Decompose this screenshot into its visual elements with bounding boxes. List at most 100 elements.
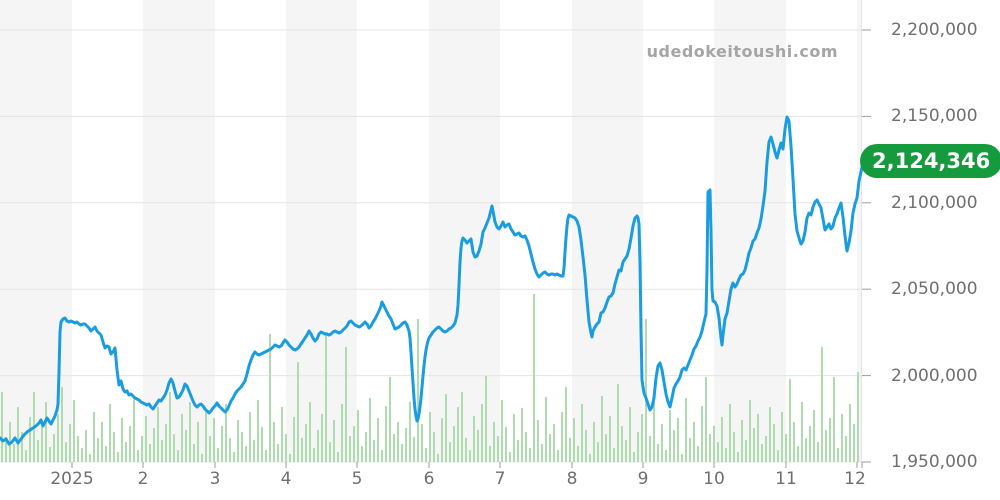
volume-bar xyxy=(305,424,307,462)
volume-bar xyxy=(517,440,519,462)
x-axis-label: 10 xyxy=(703,469,725,489)
volume-bar xyxy=(721,417,723,462)
volume-bar xyxy=(125,442,127,462)
watermark: udedokeitoushi.com xyxy=(646,42,838,61)
volume-bar xyxy=(269,334,271,462)
volume-bar xyxy=(797,446,799,462)
volume-bar xyxy=(593,422,595,462)
volume-bar xyxy=(169,392,171,462)
volume-bar xyxy=(345,347,347,462)
volume-bar xyxy=(469,450,471,462)
current-price-badge: 2,124,346 xyxy=(860,143,1000,178)
volume-bar xyxy=(101,422,103,462)
volume-bar xyxy=(497,436,499,462)
volume-bar xyxy=(45,402,47,462)
volume-bar xyxy=(617,384,619,462)
volume-bar xyxy=(481,404,483,462)
volume-bar xyxy=(409,402,411,462)
volume-bar xyxy=(553,424,555,462)
volume-bar xyxy=(717,442,719,462)
volume-bar xyxy=(529,448,531,462)
volume-bar xyxy=(297,362,299,462)
volume-bar xyxy=(477,430,479,462)
volume-bar xyxy=(37,440,39,462)
volume-bar xyxy=(805,438,807,462)
volume-bar xyxy=(85,430,87,462)
price-line xyxy=(0,115,865,446)
volume-bar xyxy=(525,432,527,462)
volume-bar xyxy=(541,444,543,462)
volume-bar xyxy=(761,444,763,462)
y-axis-label: 2,200,000 xyxy=(891,20,978,40)
volume-bar xyxy=(65,442,67,462)
volume-bar xyxy=(841,414,843,462)
volume-bar xyxy=(365,432,367,462)
volume-bar xyxy=(341,404,343,462)
volume-bar xyxy=(201,454,203,462)
volume-bar xyxy=(181,414,183,462)
x-axis-label: 8 xyxy=(566,469,578,489)
volume-bar xyxy=(513,414,515,462)
y-axis-label: 2,150,000 xyxy=(891,106,978,127)
volume-bar xyxy=(457,407,459,462)
volume-bar xyxy=(501,400,503,462)
y-axis-label: 2,000,000 xyxy=(891,365,978,386)
volume-bar xyxy=(205,410,207,462)
volume-bar xyxy=(337,452,339,462)
volume-bar xyxy=(573,418,575,462)
volume-bar xyxy=(237,420,239,462)
volume-bar xyxy=(57,414,59,462)
volume-bar xyxy=(29,417,31,462)
volume-bar xyxy=(273,422,275,462)
volume-bar xyxy=(389,377,391,462)
volume-bar xyxy=(653,402,655,462)
volume-bar xyxy=(445,394,447,462)
volume-bar xyxy=(413,437,415,462)
volume-bar xyxy=(353,426,355,462)
volume-bar xyxy=(533,294,535,462)
month-band xyxy=(857,0,862,462)
volume-bar xyxy=(289,454,291,462)
volume-bar xyxy=(21,432,23,462)
volume-bar xyxy=(221,426,223,462)
volume-bar xyxy=(117,452,119,462)
volume-bar xyxy=(393,434,395,462)
volume-bar xyxy=(585,430,587,462)
volume-bar xyxy=(281,407,283,462)
volume-bar xyxy=(837,448,839,462)
x-axis-label: 11 xyxy=(775,469,797,489)
volume-bar xyxy=(813,410,815,462)
volume-bar xyxy=(397,422,399,462)
x-axis-label: 3 xyxy=(209,469,221,489)
volume-bar xyxy=(161,440,163,462)
volume-bar xyxy=(829,418,831,462)
volume-bar xyxy=(449,442,451,462)
volume-bar xyxy=(121,418,123,462)
volume-bar xyxy=(777,450,779,462)
volume-bar xyxy=(645,319,647,462)
volume-bar xyxy=(789,379,791,462)
volume-bar xyxy=(421,424,423,462)
volume-bar xyxy=(261,427,263,462)
volume-bar xyxy=(309,402,311,462)
volume-bar xyxy=(737,452,739,462)
volume-bar xyxy=(177,450,179,462)
volume-bar xyxy=(713,426,715,462)
volume-bar xyxy=(197,422,199,462)
volume-bar xyxy=(1,392,3,462)
volume-bar xyxy=(741,420,743,462)
volume-bar xyxy=(569,438,571,462)
x-axis-label: 12 xyxy=(844,469,866,489)
x-axis-label: 2 xyxy=(137,469,149,489)
volume-bar xyxy=(133,397,135,462)
volume-bar xyxy=(229,438,231,462)
volume-bar xyxy=(137,450,139,462)
volume-bar xyxy=(601,396,603,462)
volume-bar xyxy=(165,424,167,462)
volume-bar xyxy=(549,434,551,462)
volume-bar xyxy=(729,404,731,462)
volume-bar xyxy=(625,440,627,462)
volume-bar xyxy=(277,444,279,462)
month-band xyxy=(143,0,215,462)
